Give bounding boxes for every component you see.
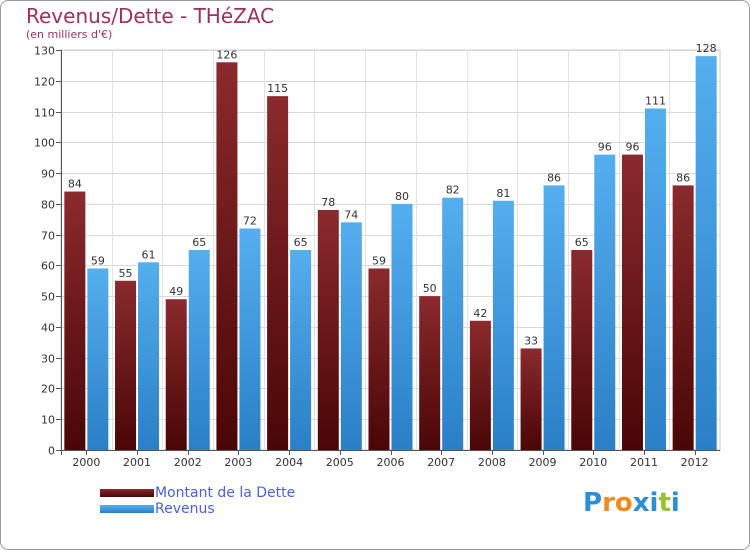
y-tick-label-40: 40 bbox=[41, 322, 55, 335]
y-tick-label-100: 100 bbox=[34, 137, 55, 150]
data-label-dette-2011: 96 bbox=[625, 141, 639, 154]
x-tick-label-2002: 2002 bbox=[174, 456, 202, 469]
logo-letter: P bbox=[583, 488, 603, 518]
data-label-revenus-2005: 74 bbox=[344, 208, 358, 221]
bar-dette-2004 bbox=[267, 96, 289, 451]
bar-dette-2012 bbox=[672, 185, 694, 450]
bar-dette-2008 bbox=[469, 320, 491, 450]
chart-subtitle: (en milliers d'€) bbox=[26, 28, 113, 41]
y-tick-label-30: 30 bbox=[41, 353, 55, 366]
bar-revenus-2002 bbox=[188, 250, 210, 450]
data-label-revenus-2002: 65 bbox=[192, 236, 206, 249]
data-label-dette-2004: 115 bbox=[267, 82, 288, 95]
bar-dette-2007 bbox=[419, 296, 441, 450]
x-tick-label-2010: 2010 bbox=[579, 456, 607, 469]
y-tick-label-70: 70 bbox=[41, 230, 55, 243]
x-tick-label-2009: 2009 bbox=[529, 456, 557, 469]
data-label-dette-2001: 55 bbox=[119, 267, 133, 280]
data-label-revenus-2001: 61 bbox=[142, 248, 156, 261]
bar-revenus-2005 bbox=[340, 222, 362, 450]
y-tick-label-10: 10 bbox=[41, 414, 55, 427]
logo-letter: o bbox=[614, 488, 633, 518]
logo-letter: t bbox=[658, 488, 671, 518]
x-tick-label-2011: 2011 bbox=[630, 456, 658, 469]
plot-area bbox=[60, 49, 721, 451]
bar-revenus-2012 bbox=[695, 56, 717, 451]
y-tick-label-80: 80 bbox=[41, 199, 55, 212]
x-tick-label-2008: 2008 bbox=[478, 456, 506, 469]
bar-revenus-2000 bbox=[87, 268, 109, 450]
data-label-revenus-2012: 128 bbox=[696, 42, 717, 55]
x-tick-label-2012: 2012 bbox=[681, 456, 709, 469]
legend-label-dette: Montant de la Dette bbox=[155, 485, 296, 501]
chart-title: Revenus/Dette - THéZAC bbox=[26, 4, 275, 28]
bar-revenus-2011 bbox=[644, 108, 666, 450]
x-tick-label-2007: 2007 bbox=[427, 456, 455, 469]
bar-dette-2000 bbox=[64, 191, 86, 451]
data-label-dette-2002: 49 bbox=[169, 285, 183, 298]
x-tick-label-2003: 2003 bbox=[224, 456, 252, 469]
bar-revenus-2007 bbox=[442, 197, 464, 450]
x-tick-label-2001: 2001 bbox=[123, 456, 151, 469]
bar-revenus-2010 bbox=[594, 154, 616, 450]
data-label-revenus-2007: 82 bbox=[446, 184, 460, 197]
bar-dette-2002 bbox=[165, 299, 187, 450]
x-tick-label-2000: 2000 bbox=[72, 456, 100, 469]
y-tick-label-20: 20 bbox=[41, 383, 55, 396]
y-tick-label-90: 90 bbox=[41, 168, 55, 181]
y-tick-label-50: 50 bbox=[41, 291, 55, 304]
legend-swatch-dette bbox=[100, 489, 154, 497]
data-label-dette-2009: 33 bbox=[524, 334, 538, 347]
data-label-dette-2006: 59 bbox=[372, 254, 386, 267]
data-label-revenus-2011: 111 bbox=[645, 94, 666, 107]
data-label-revenus-2009: 86 bbox=[547, 171, 561, 184]
bar-dette-2009 bbox=[520, 348, 542, 450]
x-tick-label-2005: 2005 bbox=[326, 456, 354, 469]
x-tick-label-2004: 2004 bbox=[275, 456, 303, 469]
data-label-dette-2007: 50 bbox=[423, 282, 437, 295]
bar-dette-2003 bbox=[216, 62, 238, 451]
logo-letter: i bbox=[670, 488, 680, 518]
data-label-dette-2008: 42 bbox=[473, 307, 487, 320]
legend-swatch-revenus bbox=[100, 505, 154, 513]
data-label-revenus-2008: 81 bbox=[496, 187, 510, 200]
data-label-revenus-2010: 96 bbox=[598, 141, 612, 154]
bar-revenus-2001 bbox=[138, 262, 160, 450]
x-tick-label-2006: 2006 bbox=[377, 456, 405, 469]
data-label-revenus-2006: 80 bbox=[395, 190, 409, 203]
bar-dette-2011 bbox=[621, 154, 643, 450]
y-tick-label-130: 130 bbox=[34, 45, 55, 58]
proxiti-logo: Proxiti bbox=[583, 488, 680, 518]
bar-dette-2010 bbox=[571, 250, 593, 450]
data-label-revenus-2004: 65 bbox=[294, 236, 308, 249]
logo-letter: r bbox=[602, 488, 615, 518]
bar-revenus-2009 bbox=[543, 185, 565, 450]
legend-label-revenus: Revenus bbox=[155, 501, 215, 517]
data-label-dette-2003: 126 bbox=[216, 48, 237, 61]
data-label-dette-2010: 65 bbox=[575, 236, 589, 249]
data-label-revenus-2003: 72 bbox=[243, 214, 257, 227]
data-label-dette-2012: 86 bbox=[676, 171, 690, 184]
bar-dette-2006 bbox=[368, 268, 390, 450]
data-label-dette-2005: 78 bbox=[321, 196, 335, 209]
data-label-revenus-2000: 59 bbox=[91, 254, 105, 267]
bar-dette-2005 bbox=[317, 210, 339, 450]
y-tick-label-0: 0 bbox=[48, 445, 55, 458]
bar-revenus-2008 bbox=[492, 200, 514, 450]
y-tick-label-110: 110 bbox=[34, 107, 55, 120]
bar-revenus-2004 bbox=[290, 250, 312, 450]
logo-letter: i bbox=[649, 488, 659, 518]
data-label-dette-2000: 84 bbox=[68, 178, 82, 191]
y-tick-label-60: 60 bbox=[41, 260, 55, 273]
logo-letter: x bbox=[632, 488, 650, 518]
bar-revenus-2003 bbox=[239, 228, 261, 450]
bar-dette-2001 bbox=[115, 280, 137, 450]
bar-revenus-2006 bbox=[391, 203, 413, 450]
y-tick-label-120: 120 bbox=[34, 76, 55, 89]
